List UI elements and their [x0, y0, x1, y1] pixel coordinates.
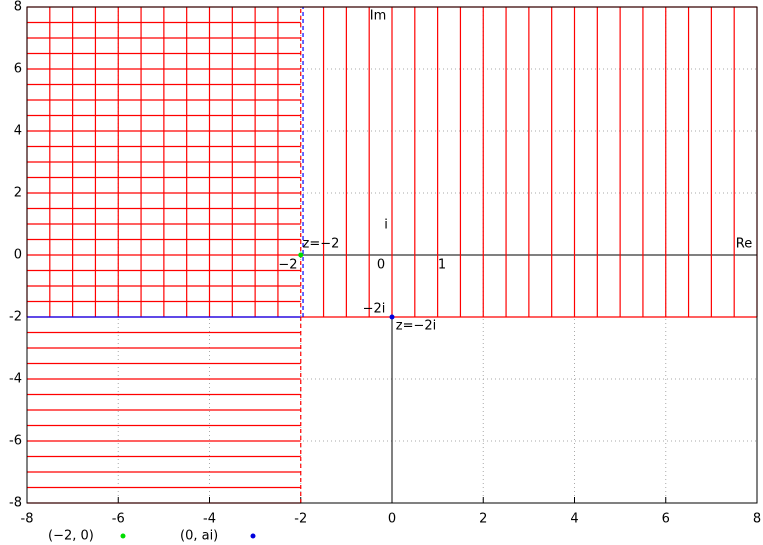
- legend-label: (0, ai): [180, 529, 218, 544]
- annotation: Im: [370, 9, 387, 24]
- x-tick-label: -2: [294, 512, 307, 527]
- y-tick-label: 0: [14, 248, 22, 263]
- x-tick-label: -8: [21, 512, 34, 527]
- x-tick-label: 2: [479, 512, 487, 527]
- legend-marker: [250, 533, 256, 539]
- x-tick-label: -4: [203, 512, 216, 527]
- x-tick-label: 4: [570, 512, 578, 527]
- annotation: Re: [736, 237, 752, 252]
- annotation: −2i: [363, 302, 386, 317]
- y-tick-label: 4: [14, 124, 22, 139]
- y-tick-label: -2: [9, 310, 22, 325]
- annotation: 0: [377, 258, 385, 273]
- y-tick-label: 8: [14, 0, 22, 15]
- x-tick-label: 6: [662, 512, 670, 527]
- annotation: z=−2i: [396, 319, 437, 334]
- point: [389, 314, 395, 320]
- x-tick-label: -6: [112, 512, 125, 527]
- x-tick-label: 8: [753, 512, 761, 527]
- annotation: z=−2: [303, 237, 340, 252]
- legend-label: (−2, 0): [48, 529, 94, 544]
- point: [298, 252, 304, 258]
- annotation: 1: [438, 258, 446, 273]
- annotation: i: [384, 218, 388, 233]
- y-tick-label: -8: [9, 496, 22, 511]
- y-tick-label: -6: [9, 434, 22, 449]
- y-tick-label: 2: [14, 186, 22, 201]
- plot-frame: [26, 6, 758, 504]
- annotation: −2: [278, 258, 297, 273]
- legend-marker: [120, 533, 126, 539]
- y-tick-label: 6: [14, 62, 22, 77]
- x-tick-label: 0: [388, 512, 396, 527]
- y-tick-label: -4: [9, 372, 22, 387]
